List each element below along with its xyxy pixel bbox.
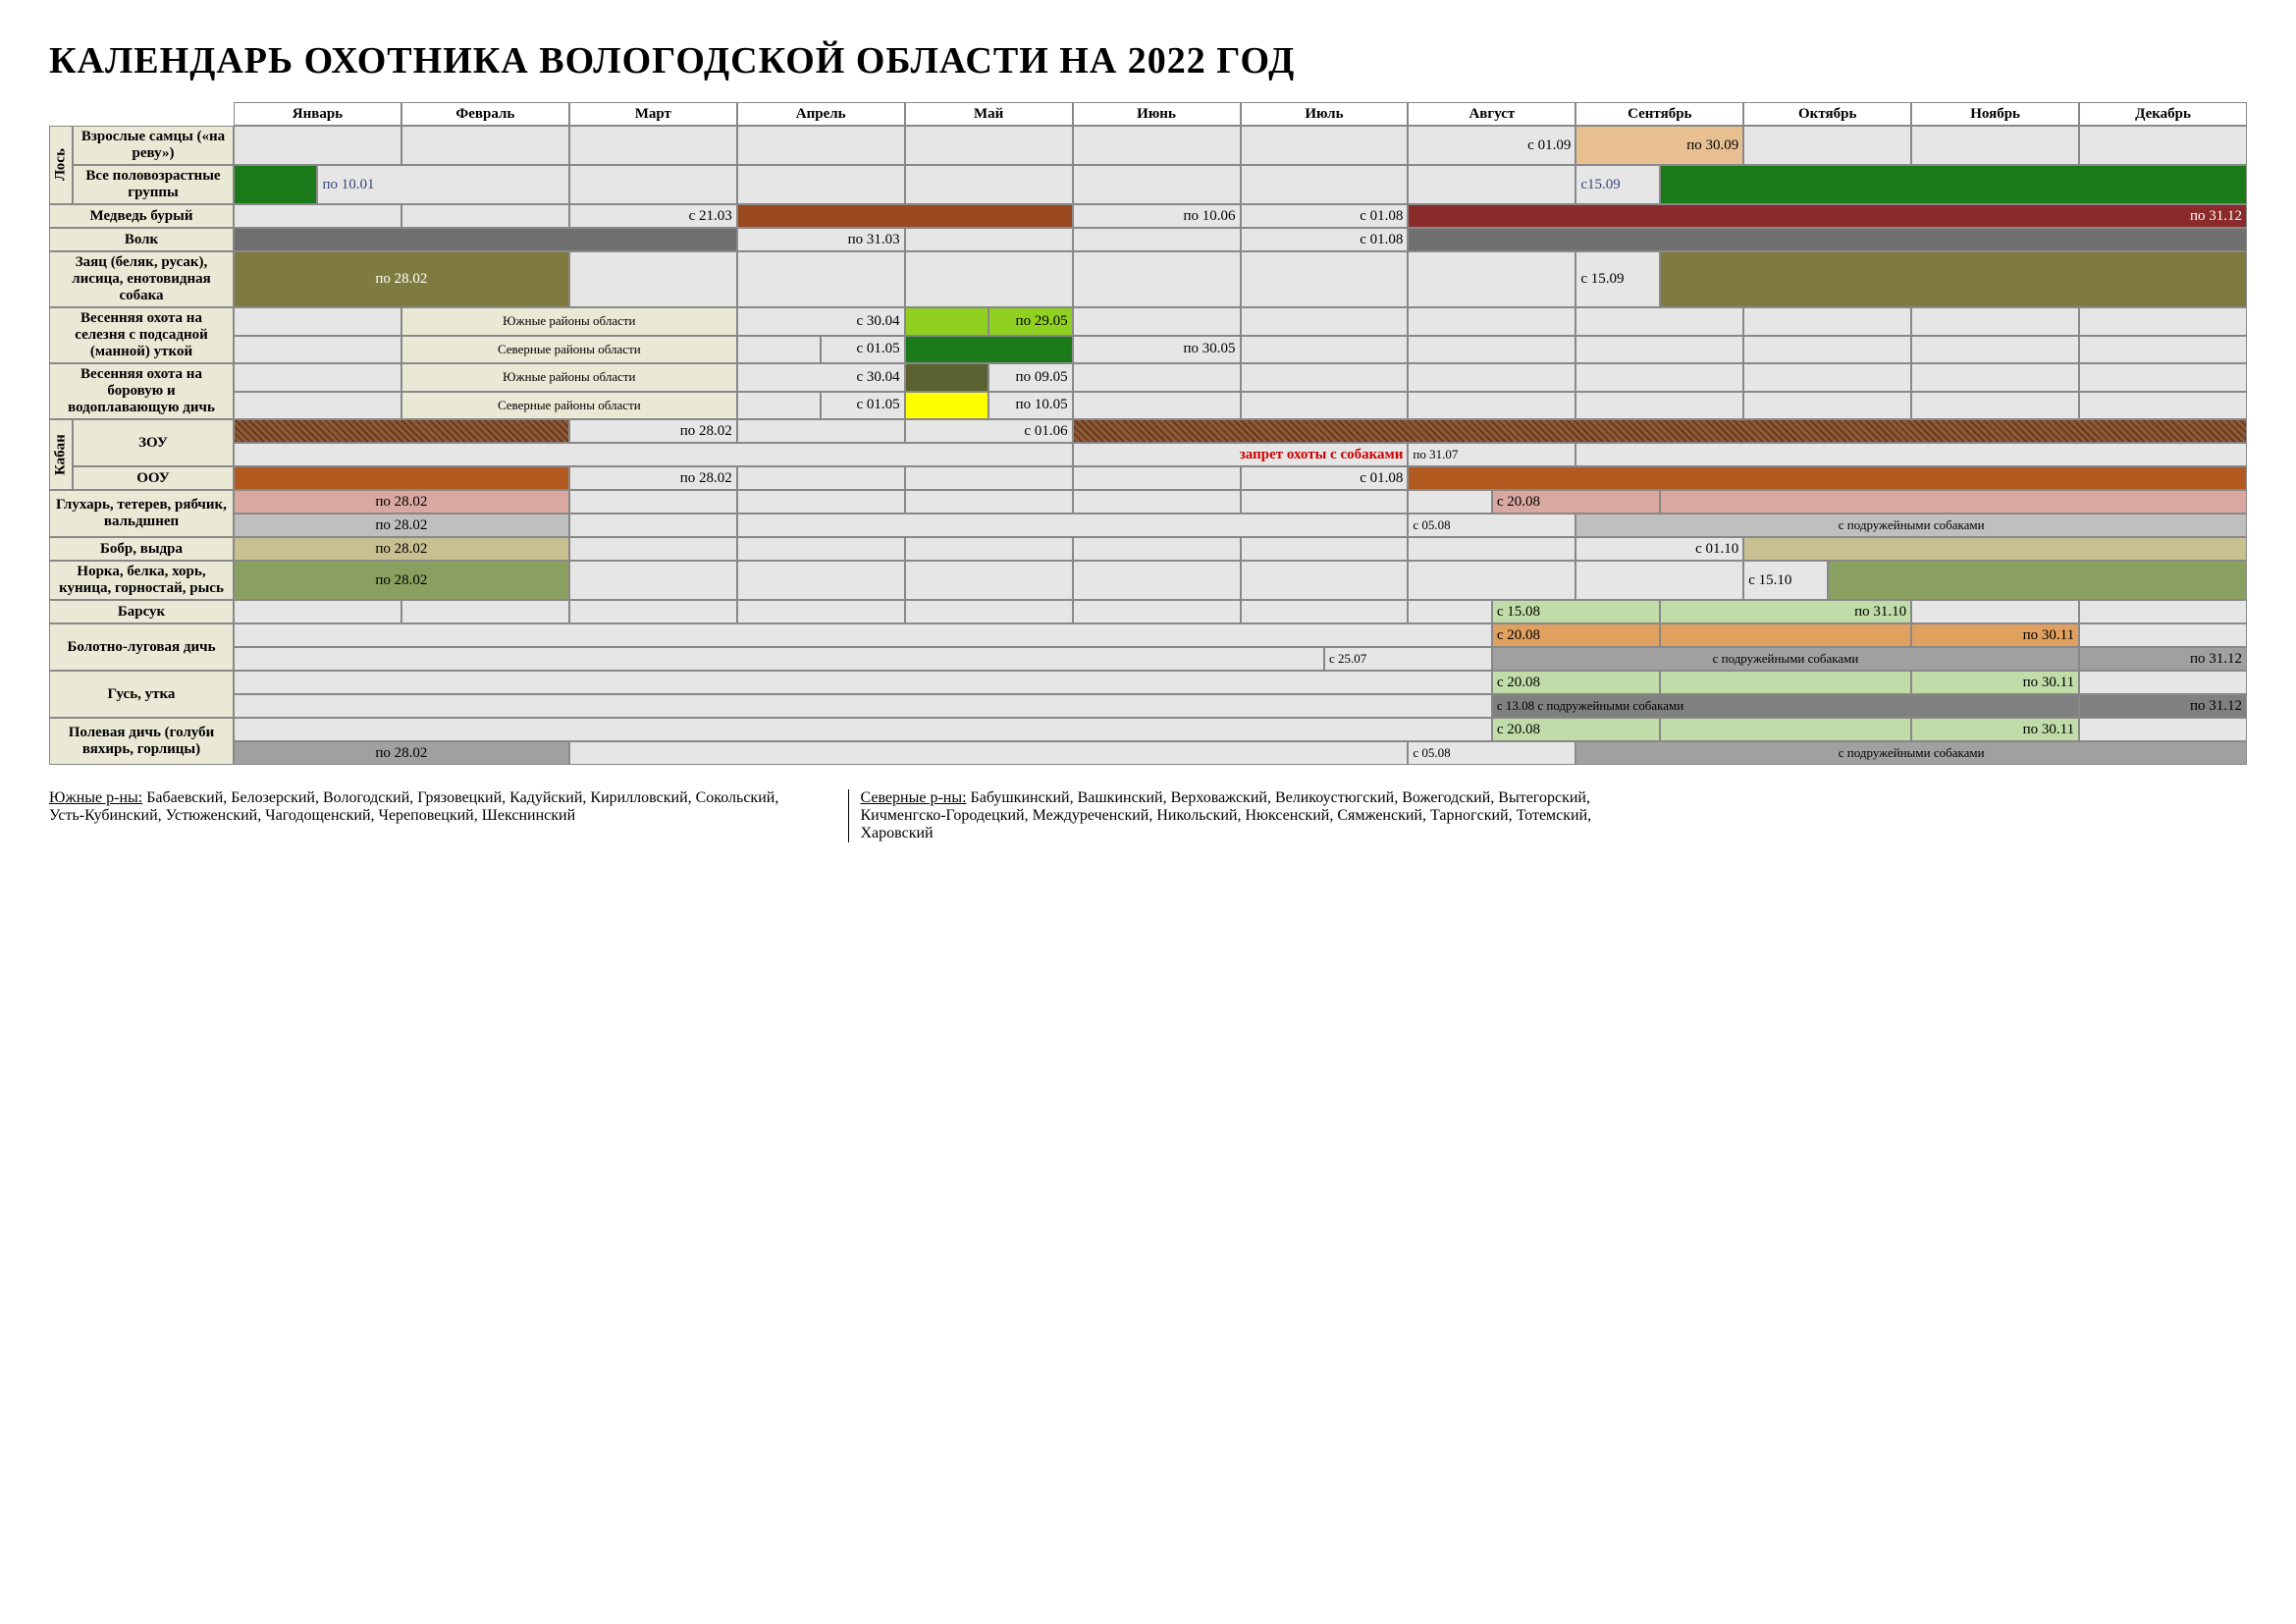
cell: по 30.11 — [1911, 718, 2079, 741]
row-los1: Взрослые самцы («на реву») — [73, 126, 234, 165]
row-gus: Гусь, утка — [49, 671, 234, 718]
hdr-jan: Январь — [234, 102, 401, 126]
cell: с 15.08 — [1492, 600, 1660, 623]
row-pole: Полевая дичь (голуби вяхирь, горлицы) — [49, 718, 234, 765]
footer-south-text: Бабаевский, Белозерский, Вологодский, Гр… — [49, 789, 778, 824]
hdr-may: Май — [905, 102, 1073, 126]
cell: с 01.10 — [1575, 537, 1743, 561]
cell: по 28.02 — [569, 419, 737, 443]
row-wolf: Волк — [49, 228, 234, 251]
cell: по 28.02 — [569, 466, 737, 490]
row-los2: Все половозрастные группы — [73, 165, 234, 204]
cell: с 13.08 с подружейными собаками — [1492, 694, 2079, 718]
hdr-feb: Февраль — [401, 102, 569, 126]
cell: с 01.08 — [1241, 228, 1409, 251]
row-bear: Медведь бурый — [49, 204, 234, 228]
row-zou: ЗОУ — [73, 419, 234, 466]
cell: с 15.10 — [1743, 561, 1827, 600]
row-bobr: Бобр, выдра — [49, 537, 234, 561]
cell: Южные районы области — [401, 307, 737, 336]
cell: по 09.05 — [988, 363, 1072, 392]
cat-los: Лось — [49, 126, 73, 204]
cell: с подружейными собаками — [1575, 741, 2247, 765]
row-norka: Норка, белка, хорь, куница, горностай, р… — [49, 561, 234, 600]
hdr-oct: Октябрь — [1743, 102, 1911, 126]
footer-north-prefix: Северные р-ны: — [861, 789, 967, 806]
cell: с 01.05 — [821, 336, 904, 364]
hdr-dec: Декабрь — [2079, 102, 2247, 126]
cell: с подружейными собаками — [1575, 514, 2247, 537]
cell: Южные районы области — [401, 363, 737, 392]
row-oou: ООУ — [73, 466, 234, 490]
cell: по 31.10 — [1660, 600, 1911, 623]
cell: по 28.02 — [234, 514, 569, 537]
cell: с 20.08 — [1492, 490, 1660, 514]
cell: с 01.06 — [905, 419, 1073, 443]
cell: запрет охоты с собаками — [1073, 443, 1409, 466]
footer-south-prefix: Южные р-ны: — [49, 789, 142, 806]
cell: по 28.02 — [234, 490, 569, 514]
cell: с 25.07 — [1324, 647, 1492, 671]
hdr-jun: Июнь — [1073, 102, 1241, 126]
cell: с 01.05 — [821, 392, 904, 420]
row-barsuk: Барсук — [49, 600, 234, 623]
cell: с 01.08 — [1241, 466, 1409, 490]
hdr-sep: Сентябрь — [1575, 102, 1743, 126]
row-bolot: Болотно-луговая дичь — [49, 623, 234, 671]
cell: по 30.11 — [1911, 623, 2079, 647]
row-spring2: Весенняя охота на боровую и водоплавающу… — [49, 363, 234, 419]
cell: по 28.02 — [234, 537, 569, 561]
cell: с 30.04 — [737, 307, 905, 336]
cell: с 20.08 — [1492, 718, 1660, 741]
hdr-mar: Март — [569, 102, 737, 126]
cell: с 20.08 — [1492, 623, 1660, 647]
cell: Северные районы области — [401, 336, 737, 364]
cell: по 31.07 — [1408, 443, 1575, 466]
cell: по 28.02 — [234, 741, 569, 765]
cell: по 31.03 — [737, 228, 905, 251]
cell: по 10.06 — [1073, 204, 1241, 228]
cell: с 05.08 — [1408, 741, 1575, 765]
row-gluhar: Глухарь, тетерев, рябчик, вальдшнеп — [49, 490, 234, 537]
cell: по 29.05 — [988, 307, 1072, 336]
hdr-jul: Июль — [1241, 102, 1409, 126]
footer-regions: Южные р-ны: Бабаевский, Белозерский, Вол… — [49, 789, 1620, 842]
cell: по 31.12 — [2079, 694, 2247, 718]
hdr-nov: Ноябрь — [1911, 102, 2079, 126]
footer-north-text: Бабушкинский, Вашкинский, Верховажский, … — [861, 789, 1592, 841]
cell: Северные районы области — [401, 392, 737, 420]
cell: по 31.12 — [1408, 204, 2247, 228]
cell: с 30.04 — [737, 363, 905, 392]
calendar-grid: Январь Февраль Март Апрель Май Июнь Июль… — [49, 102, 2247, 765]
cell: с 05.08 — [1408, 514, 1575, 537]
cell: с 21.03 — [569, 204, 737, 228]
cell: по 28.02 — [234, 561, 569, 600]
cell: по 28.02 — [234, 251, 569, 307]
cell: с 20.08 — [1492, 671, 1660, 694]
cell: с подружейными собаками — [1492, 647, 2079, 671]
cell: по 30.09 — [1575, 126, 1743, 165]
cell: с15.09 — [1575, 165, 1659, 204]
row-hare: Заяц (беляк, русак), лисица, енотовидная… — [49, 251, 234, 307]
row-spring1: Весенняя охота на селезня с подсадной (м… — [49, 307, 234, 363]
cell: с 01.08 — [1241, 204, 1409, 228]
hdr-apr: Апрель — [737, 102, 905, 126]
cell: с 15.09 — [1575, 251, 1659, 307]
cat-kaban: Кабан — [49, 419, 73, 490]
page-title: КАЛЕНДАРЬ ОХОТНИКА ВОЛОГОДСКОЙ ОБЛАСТИ Н… — [49, 39, 2247, 82]
hdr-aug: Август — [1408, 102, 1575, 126]
cell: с 01.09 — [1408, 126, 1575, 165]
cell: по 10.01 — [317, 165, 568, 204]
cell: по 10.05 — [988, 392, 1072, 420]
cell: по 30.05 — [1073, 336, 1241, 364]
cell: по 31.12 — [2079, 647, 2247, 671]
cell: по 30.11 — [1911, 671, 2079, 694]
